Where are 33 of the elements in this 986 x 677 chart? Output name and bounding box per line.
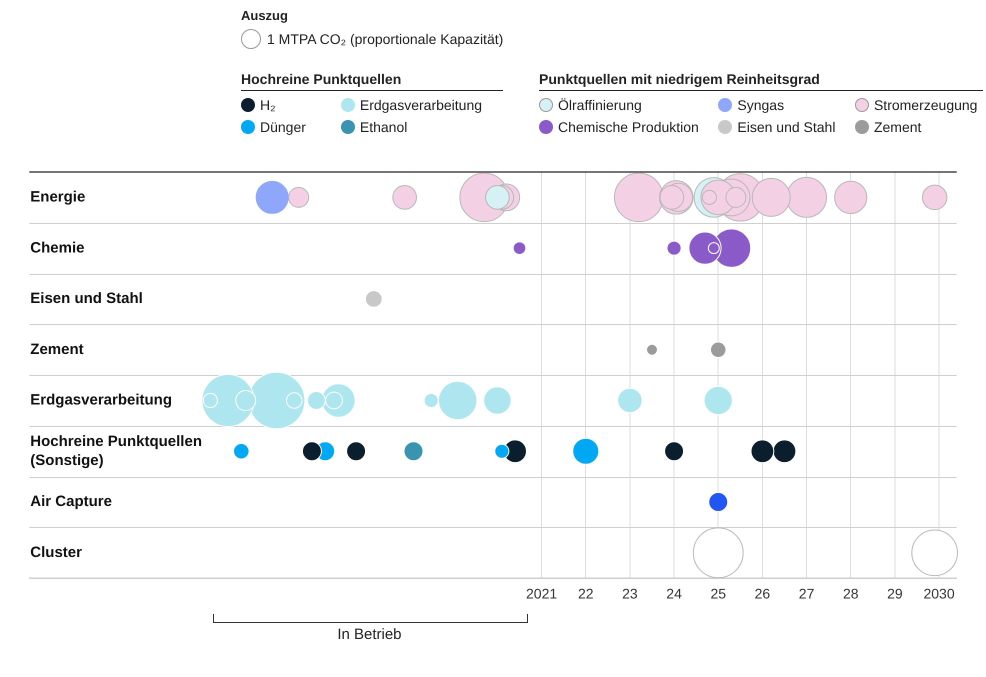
x-tick-label: 28 (842, 585, 859, 602)
legend-label: Zement (874, 119, 922, 135)
text: Hochreine Punktquellen (241, 71, 503, 91)
x-tick-label: 29 (887, 585, 903, 602)
legend-label: Eisen und Stahl (737, 119, 836, 135)
x-tick-label: 23 (622, 585, 638, 602)
legend-title: Auszug (241, 8, 289, 23)
x-tick-label: 26 (754, 585, 770, 602)
text: In Betrieb (337, 626, 402, 644)
legend-label: 1 MTPA CO₂ (proportionale Kapazität) (267, 31, 504, 47)
legend-label: Stromerzeugung (874, 97, 978, 113)
legend-label: Ethanol (360, 119, 408, 135)
y-tick-label: Zement (30, 340, 84, 358)
legend-label: Erdgasverarbeitung (360, 97, 482, 113)
legend-label: Chemische Produktion (558, 119, 699, 135)
x-tick-label: 25 (710, 585, 726, 602)
legend-label: Dünger (260, 119, 306, 135)
x-tick-label: 24 (666, 585, 682, 602)
x-tick-label: 2021 (526, 585, 558, 602)
y-tick-label: Hochreine Punktquellen (Sonstige) (30, 432, 202, 469)
y-tick-label: Chemie (30, 239, 84, 256)
text: Punktquellen mit niedrigem Reinheitsgrad (539, 71, 983, 91)
x-tick-label: 22 (578, 585, 594, 602)
x-tick-label: 2030 (923, 585, 955, 602)
y-tick-label: Cluster (30, 544, 82, 561)
y-tick-label: Energie (30, 188, 86, 206)
legend-label: Ölraffinierung (558, 97, 642, 113)
x-tick-label: 27 (798, 585, 815, 602)
y-tick-label: Air Capture (30, 493, 112, 510)
legend-label: Syngas (737, 97, 784, 113)
y-tick-label: Erdgasverarbeitung (30, 392, 172, 409)
y-tick-label: Eisen und Stahl (30, 290, 143, 308)
legend-label: H₂ (260, 97, 276, 113)
